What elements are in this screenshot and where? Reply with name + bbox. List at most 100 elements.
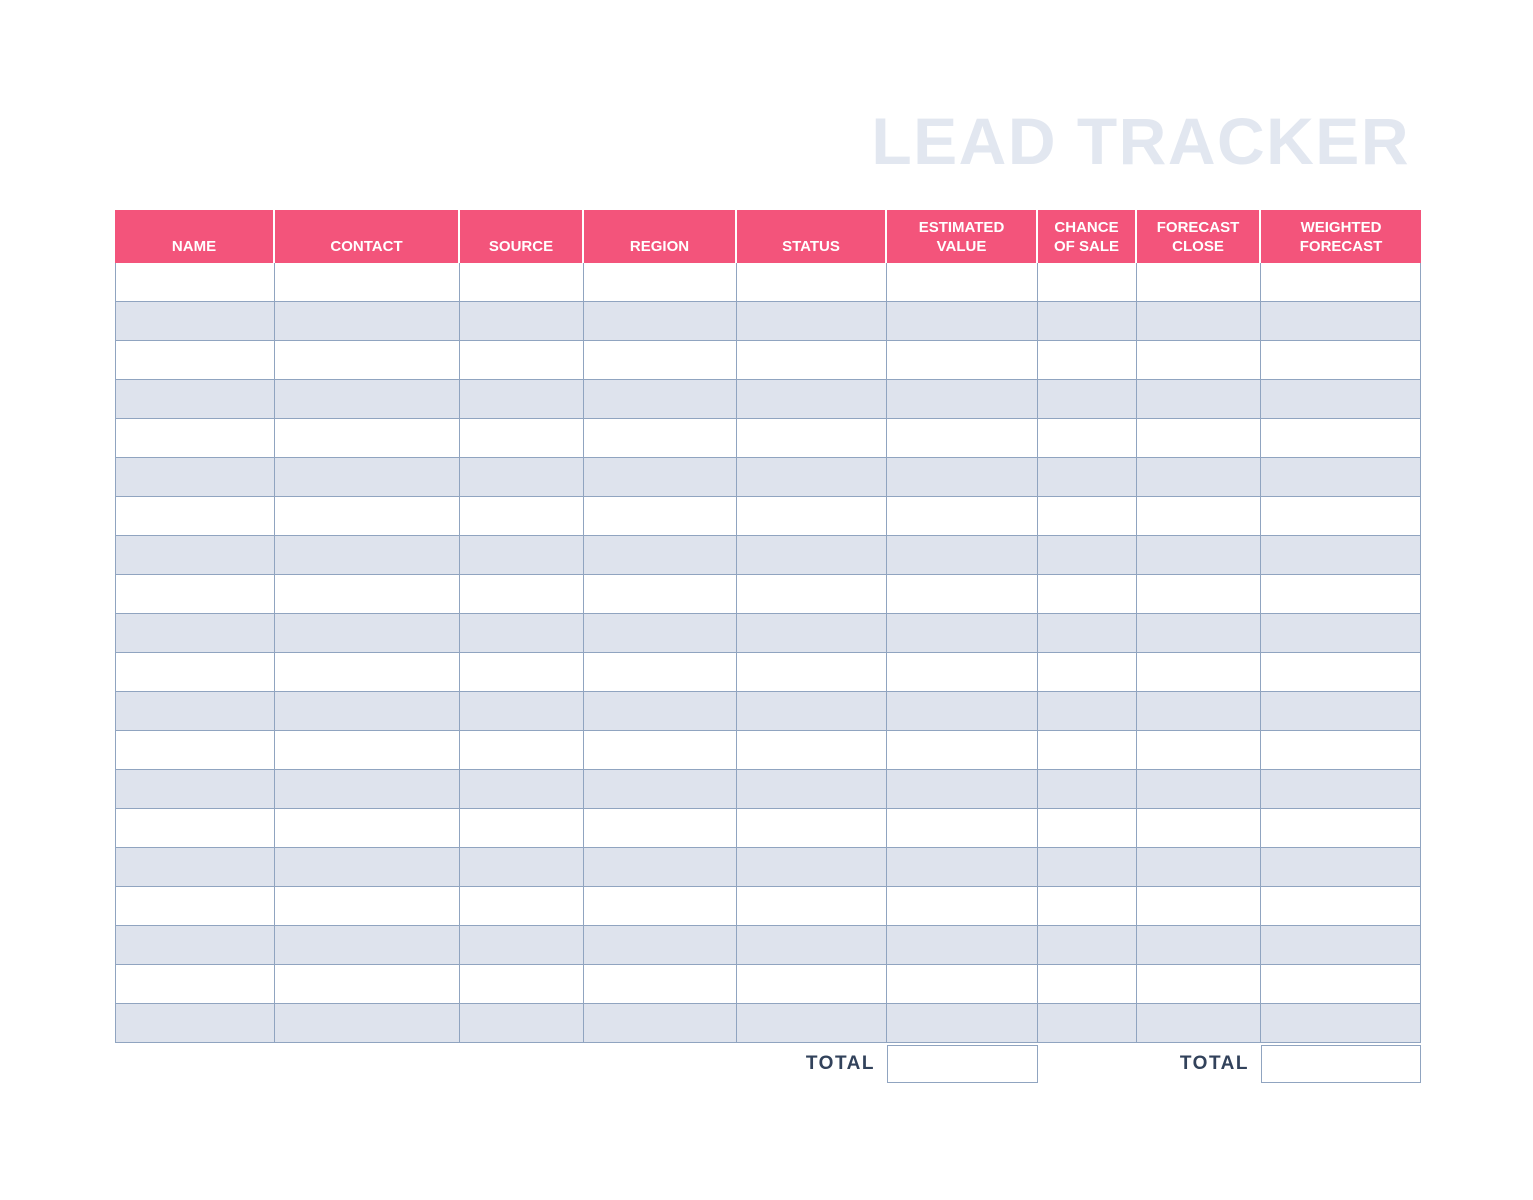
cell-status-row-20[interactable]: [737, 1004, 887, 1043]
cell-estimated-value-row-13[interactable]: [887, 731, 1038, 770]
cell-chance-of-sale-row-7[interactable]: [1038, 497, 1137, 536]
cell-weighted-forecast-row-16[interactable]: [1261, 848, 1421, 887]
cell-weighted-forecast-row-17[interactable]: [1261, 887, 1421, 926]
cell-estimated-value-row-9[interactable]: [887, 575, 1038, 614]
cell-region-row-13[interactable]: [584, 731, 737, 770]
cell-region-row-12[interactable]: [584, 692, 737, 731]
cell-weighted-forecast-row-20[interactable]: [1261, 1004, 1421, 1043]
cell-source-row-18[interactable]: [460, 926, 584, 965]
cell-estimated-value-row-5[interactable]: [887, 419, 1038, 458]
cell-weighted-forecast-row-11[interactable]: [1261, 653, 1421, 692]
cell-status-row-18[interactable]: [737, 926, 887, 965]
cell-name-row-14[interactable]: [115, 770, 275, 809]
cell-contact-row-15[interactable]: [275, 809, 460, 848]
cell-region-row-18[interactable]: [584, 926, 737, 965]
cell-estimated-value-row-19[interactable]: [887, 965, 1038, 1004]
cell-weighted-forecast-row-13[interactable]: [1261, 731, 1421, 770]
cell-region-row-19[interactable]: [584, 965, 737, 1004]
cell-forecast-close-row-4[interactable]: [1137, 380, 1261, 419]
cell-name-row-8[interactable]: [115, 536, 275, 575]
cell-chance-of-sale-row-13[interactable]: [1038, 731, 1137, 770]
cell-status-row-10[interactable]: [737, 614, 887, 653]
cell-forecast-close-row-16[interactable]: [1137, 848, 1261, 887]
cell-name-row-12[interactable]: [115, 692, 275, 731]
cell-weighted-forecast-row-4[interactable]: [1261, 380, 1421, 419]
cell-chance-of-sale-row-17[interactable]: [1038, 887, 1137, 926]
cell-source-row-13[interactable]: [460, 731, 584, 770]
cell-forecast-close-row-13[interactable]: [1137, 731, 1261, 770]
cell-status-row-4[interactable]: [737, 380, 887, 419]
cell-contact-row-3[interactable]: [275, 341, 460, 380]
cell-weighted-forecast-row-5[interactable]: [1261, 419, 1421, 458]
cell-forecast-close-row-5[interactable]: [1137, 419, 1261, 458]
cell-contact-row-18[interactable]: [275, 926, 460, 965]
cell-status-row-9[interactable]: [737, 575, 887, 614]
cell-name-row-17[interactable]: [115, 887, 275, 926]
cell-contact-row-14[interactable]: [275, 770, 460, 809]
cell-estimated-value-row-4[interactable]: [887, 380, 1038, 419]
cell-chance-of-sale-row-1[interactable]: [1038, 263, 1137, 302]
cell-weighted-forecast-row-19[interactable]: [1261, 965, 1421, 1004]
cell-estimated-value-row-7[interactable]: [887, 497, 1038, 536]
cell-estimated-value-row-6[interactable]: [887, 458, 1038, 497]
cell-estimated-value-row-3[interactable]: [887, 341, 1038, 380]
cell-chance-of-sale-row-20[interactable]: [1038, 1004, 1137, 1043]
cell-contact-row-5[interactable]: [275, 419, 460, 458]
cell-forecast-close-row-2[interactable]: [1137, 302, 1261, 341]
cell-weighted-forecast-row-1[interactable]: [1261, 263, 1421, 302]
cell-forecast-close-row-6[interactable]: [1137, 458, 1261, 497]
cell-weighted-forecast-row-7[interactable]: [1261, 497, 1421, 536]
cell-forecast-close-row-19[interactable]: [1137, 965, 1261, 1004]
cell-estimated-value-row-14[interactable]: [887, 770, 1038, 809]
cell-estimated-value-row-11[interactable]: [887, 653, 1038, 692]
cell-status-row-15[interactable]: [737, 809, 887, 848]
cell-estimated-value-row-12[interactable]: [887, 692, 1038, 731]
cell-chance-of-sale-row-12[interactable]: [1038, 692, 1137, 731]
cell-contact-row-20[interactable]: [275, 1004, 460, 1043]
cell-estimated-value-row-18[interactable]: [887, 926, 1038, 965]
cell-estimated-value-row-20[interactable]: [887, 1004, 1038, 1043]
cell-chance-of-sale-row-18[interactable]: [1038, 926, 1137, 965]
cell-chance-of-sale-row-6[interactable]: [1038, 458, 1137, 497]
cell-chance-of-sale-row-3[interactable]: [1038, 341, 1137, 380]
cell-forecast-close-row-14[interactable]: [1137, 770, 1261, 809]
cell-source-row-7[interactable]: [460, 497, 584, 536]
cell-source-row-1[interactable]: [460, 263, 584, 302]
cell-estimated-value-row-2[interactable]: [887, 302, 1038, 341]
cell-name-row-20[interactable]: [115, 1004, 275, 1043]
cell-source-row-14[interactable]: [460, 770, 584, 809]
cell-source-row-4[interactable]: [460, 380, 584, 419]
cell-source-row-11[interactable]: [460, 653, 584, 692]
cell-contact-row-2[interactable]: [275, 302, 460, 341]
cell-region-row-20[interactable]: [584, 1004, 737, 1043]
cell-contact-row-17[interactable]: [275, 887, 460, 926]
cell-source-row-5[interactable]: [460, 419, 584, 458]
cell-source-row-20[interactable]: [460, 1004, 584, 1043]
cell-source-row-9[interactable]: [460, 575, 584, 614]
cell-name-row-13[interactable]: [115, 731, 275, 770]
cell-name-row-2[interactable]: [115, 302, 275, 341]
cell-contact-row-13[interactable]: [275, 731, 460, 770]
cell-name-row-19[interactable]: [115, 965, 275, 1004]
cell-contact-row-10[interactable]: [275, 614, 460, 653]
cell-estimated-value-row-1[interactable]: [887, 263, 1038, 302]
cell-estimated-value-row-10[interactable]: [887, 614, 1038, 653]
cell-contact-row-12[interactable]: [275, 692, 460, 731]
total-value-box-weighted-forecast[interactable]: [1261, 1045, 1421, 1083]
cell-weighted-forecast-row-8[interactable]: [1261, 536, 1421, 575]
cell-region-row-16[interactable]: [584, 848, 737, 887]
cell-status-row-5[interactable]: [737, 419, 887, 458]
cell-forecast-close-row-12[interactable]: [1137, 692, 1261, 731]
cell-name-row-9[interactable]: [115, 575, 275, 614]
cell-region-row-15[interactable]: [584, 809, 737, 848]
cell-chance-of-sale-row-2[interactable]: [1038, 302, 1137, 341]
cell-source-row-3[interactable]: [460, 341, 584, 380]
cell-status-row-11[interactable]: [737, 653, 887, 692]
cell-source-row-19[interactable]: [460, 965, 584, 1004]
cell-status-row-13[interactable]: [737, 731, 887, 770]
cell-weighted-forecast-row-9[interactable]: [1261, 575, 1421, 614]
cell-contact-row-11[interactable]: [275, 653, 460, 692]
cell-contact-row-19[interactable]: [275, 965, 460, 1004]
cell-chance-of-sale-row-4[interactable]: [1038, 380, 1137, 419]
cell-region-row-9[interactable]: [584, 575, 737, 614]
